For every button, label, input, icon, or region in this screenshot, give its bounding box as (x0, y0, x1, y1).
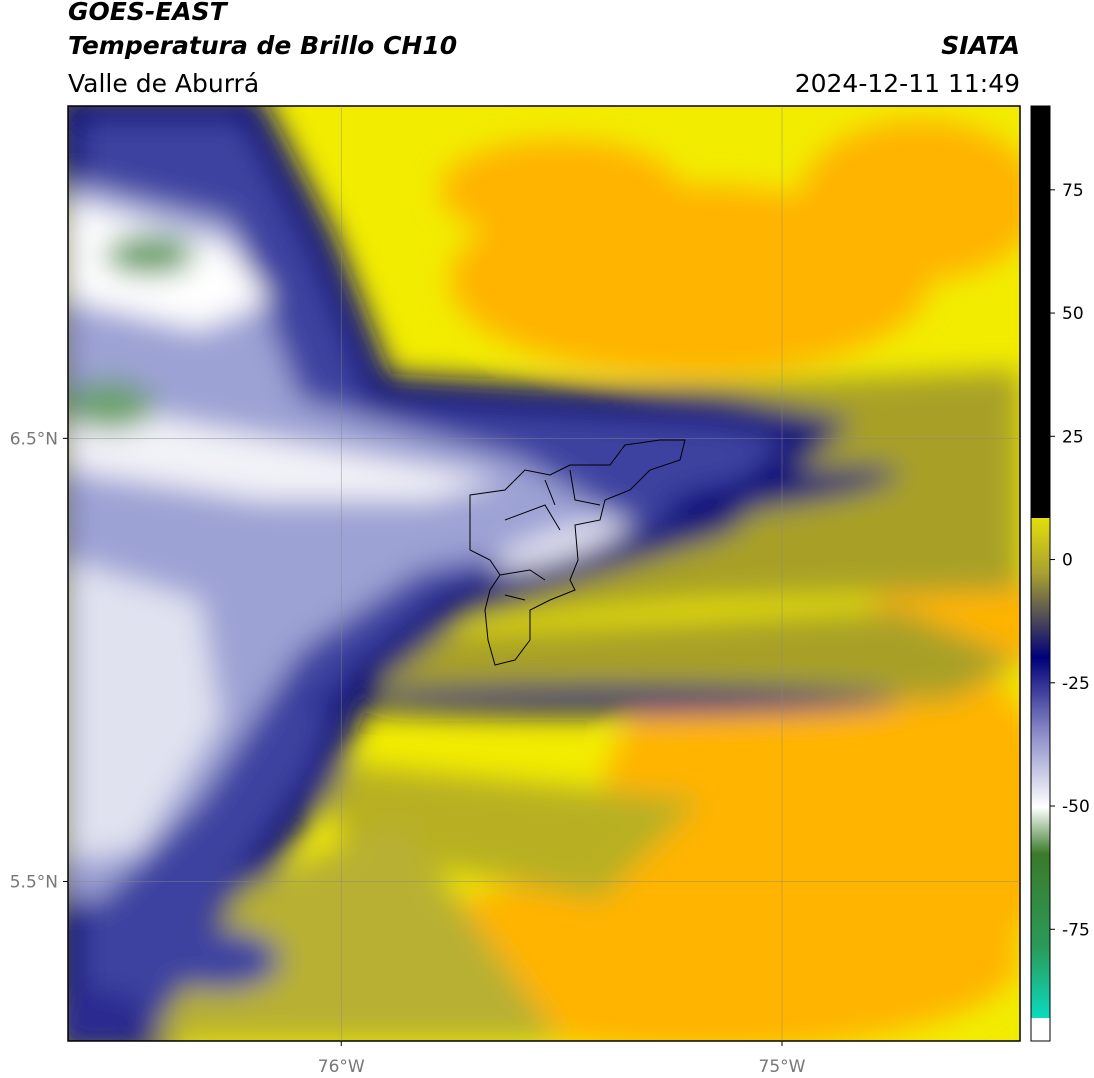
colorbar-tick-label: 25 (1062, 427, 1084, 447)
satellite-field (68, 106, 1020, 1041)
colorbar-tick-label: -25 (1062, 674, 1090, 694)
title: GOES-EAST (68, 0, 229, 26)
x-tick-label: 75°W (759, 1057, 806, 1077)
y-tick-label: 5.5°N (10, 872, 58, 892)
colorbar-tick-label: 50 (1062, 304, 1084, 324)
x-tick-label: 76°W (318, 1057, 365, 1077)
map-frame (67, 105, 1021, 1042)
y-tick-label: 6.5°N (10, 429, 58, 449)
municipal-boundaries (469, 439, 686, 666)
colorbar-tick-label: -50 (1062, 797, 1090, 817)
subtitle: Temperatura de Brillo CH10 (68, 31, 457, 60)
colorbar-under (1031, 1018, 1050, 1041)
timestamp: 2024-12-11 11:49 (795, 69, 1020, 98)
colorbar-tick-label: -75 (1062, 920, 1090, 940)
colorbar-tick-label: 0 (1062, 551, 1073, 571)
colorbar-tick-label: 75 (1062, 181, 1084, 201)
source: SIATA (941, 31, 1020, 60)
region: Valle de Aburrá (68, 69, 259, 98)
colorbar-frame (1030, 105, 1051, 1042)
colorbar-over (1031, 106, 1050, 518)
